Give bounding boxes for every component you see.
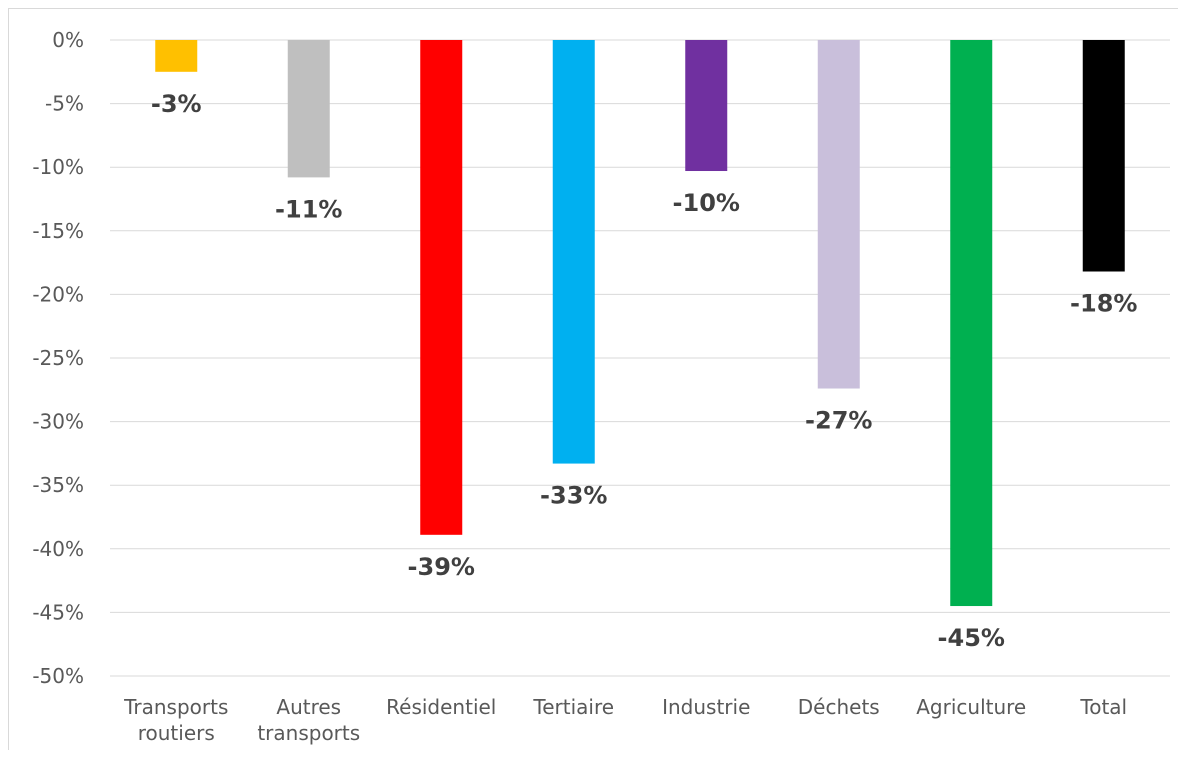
y-tick-label: 0%	[52, 28, 84, 52]
category-label: Résidentiel	[386, 695, 496, 719]
bar	[685, 40, 728, 172]
y-tick-label: -15%	[32, 219, 84, 243]
y-axis-tick-labels: 0% -5% -10% -15% -20% -25% -30% -35% -40% -45% -50…	[32, 28, 84, 688]
y-tick-label: -40%	[32, 537, 84, 561]
gridlines	[110, 39, 1170, 677]
bar	[817, 40, 860, 389]
y-tick-label: -5%	[45, 92, 84, 116]
category-label: Agriculture	[916, 695, 1026, 719]
bar	[950, 40, 993, 607]
bar	[420, 40, 463, 535]
bars	[155, 40, 1125, 607]
category-label: Total	[1079, 695, 1127, 719]
bar	[155, 40, 198, 72]
data-label: -18%	[1070, 290, 1137, 318]
y-tick-label: -50%	[32, 664, 84, 688]
data-label: -27%	[805, 407, 872, 435]
y-tick-label: -30%	[32, 410, 84, 434]
y-tick-label: -10%	[32, 155, 84, 179]
data-label: -11%	[275, 195, 342, 223]
category-label: routiers	[138, 721, 215, 745]
category-label: transports	[257, 721, 360, 745]
bar	[287, 40, 330, 178]
category-label: Autres	[276, 695, 341, 719]
y-tick-label: -35%	[32, 473, 84, 497]
data-label: -10%	[673, 189, 740, 217]
y-tick-label: -45%	[32, 600, 84, 624]
bar	[1082, 40, 1125, 272]
data-label: -33%	[540, 482, 607, 510]
category-label: Transports	[123, 695, 228, 719]
data-label: -39%	[408, 553, 475, 581]
bar	[552, 40, 595, 464]
category-label: Déchets	[798, 695, 880, 719]
category-label: Tertiaire	[532, 695, 614, 719]
data-labels: -3% -11% -39% -33% -10% -27% -45% -18%	[151, 90, 1138, 652]
y-tick-label: -20%	[32, 282, 84, 306]
data-label: -45%	[938, 624, 1005, 652]
data-label: -3%	[151, 90, 202, 118]
y-tick-label: -25%	[32, 346, 84, 370]
category-label: Industrie	[662, 695, 750, 719]
